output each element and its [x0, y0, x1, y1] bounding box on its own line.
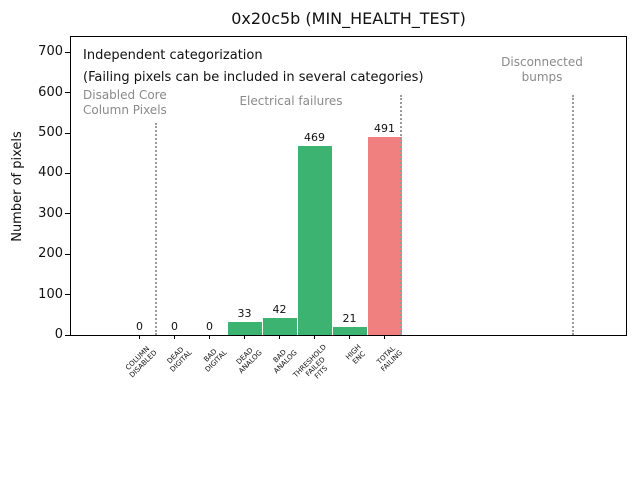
x-tick-label-2: DEAD DIGITAL [165, 345, 194, 374]
section-divider-total [400, 95, 402, 335]
x-tick-mark [174, 335, 175, 339]
y-tick-label: 100 [38, 286, 63, 302]
axis-layer: 0 100 200 300 400 500 600 700 COLUMN DISABLED DEA… [38, 37, 626, 380]
y-axis-label: Number of pixels [9, 130, 25, 242]
y-tick-label: 300 [38, 205, 63, 221]
plot-area: 0 0 0 33 42 469 21 491 Independent categorizati… [38, 36, 627, 381]
bars-layer: 0 0 0 33 42 469 21 491 [71, 37, 626, 335]
x-tick-label-7: HIGH ENC [344, 343, 368, 366]
section-divider-disabled [155, 123, 157, 335]
y-tick-mark [65, 253, 71, 255]
x-tick-label-4: DEAD ANALOG [235, 346, 264, 376]
y-tick-label: 0 [54, 327, 63, 342]
y-tick-label: 700 [38, 44, 63, 60]
y-tick-mark [65, 213, 71, 215]
x-tick-label-1: COLUMN DISABLED [124, 344, 159, 380]
x-tick-mark [279, 335, 280, 339]
section-label-electrical-failures: Electrical failures [239, 94, 343, 108]
x-tick-mark [384, 335, 385, 339]
y-tick-mark [65, 132, 71, 134]
y-tick-label: 200 [38, 246, 63, 262]
section-label-disabled-core: Disabled Core Column Pixels [83, 88, 167, 117]
bar-value-label: 0 [206, 320, 213, 333]
bar-4 [227, 321, 262, 335]
chart-title: 0x20c5b (MIN_HEALTH_TEST) [231, 9, 466, 28]
y-tick-mark [65, 172, 71, 174]
y-tick-mark [65, 294, 71, 296]
bar-value-label: 42 [272, 303, 287, 317]
x-tick-mark [349, 335, 350, 339]
y-tick-label: 400 [38, 165, 63, 181]
y-tick-mark [65, 334, 71, 336]
x-tick-mark [139, 335, 140, 339]
bar-value-label: 491 [374, 121, 395, 135]
y-tick-mark [65, 51, 71, 53]
x-tick-mark [209, 335, 210, 339]
bar-7 [332, 326, 367, 335]
section-label-disconnected-bumps: Disconnected bumps [501, 55, 583, 84]
bar-5 [262, 318, 297, 335]
bar-value-label: 469 [304, 130, 325, 144]
annotation-failing-pixels-note: (Failing pixels can be included in sever… [83, 70, 424, 85]
x-tick-label-6: THRESHOLD FAILED FITS [291, 343, 330, 381]
bar-6 [297, 145, 332, 335]
x-tick-label-3: BAD DIGITAL [202, 347, 229, 374]
bar-8 [367, 136, 402, 335]
annotation-independent-categorization: Independent categorization [83, 48, 263, 63]
y-tick-label: 600 [38, 84, 63, 100]
y-tick-label: 500 [38, 125, 63, 141]
x-tick-mark [314, 335, 315, 339]
bar-value-label: 0 [136, 320, 143, 333]
bar-value-label: 21 [342, 311, 357, 325]
x-tick-mark [244, 335, 245, 339]
section-divider-disconnected [572, 95, 574, 335]
bar-value-label: 33 [237, 306, 252, 320]
bar-value-label: 0 [171, 320, 178, 333]
x-tick-label-8: TOTAL FAILING [375, 344, 404, 374]
y-tick-mark [65, 92, 71, 94]
